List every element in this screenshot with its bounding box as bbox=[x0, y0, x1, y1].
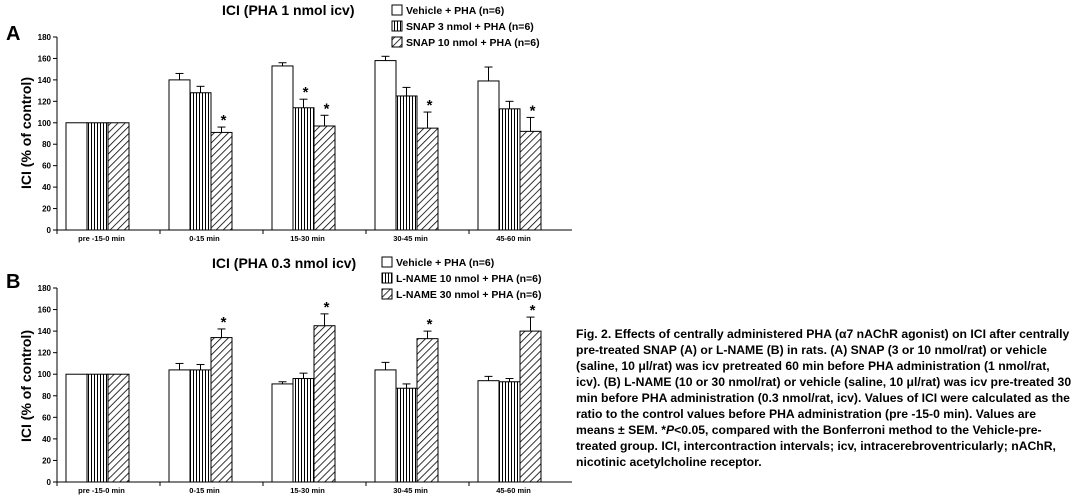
panel-b-bar bbox=[498, 381, 521, 483]
panel-b-bar bbox=[86, 373, 109, 483]
panel-b-bar bbox=[292, 378, 315, 483]
panel-a-bar bbox=[395, 95, 418, 231]
panel-b-legend-label: Vehicle + PHA (n=6) bbox=[396, 257, 494, 269]
panel-b-significance-mark: * bbox=[324, 299, 330, 316]
panel-b-legend: Vehicle + PHA (n=6) L-NAME 10 nmol + PHA … bbox=[381, 256, 541, 301]
panel-b-y-axis-label: ICI (% of control) bbox=[18, 330, 34, 442]
panel-b-x-tick-label: 45-60 min bbox=[496, 486, 531, 495]
panel-b: B ICI (PHA 0.3 nmol icv) ICI (% of contr… bbox=[6, 255, 572, 495]
panel-b-y-tick-label: 100 bbox=[38, 370, 52, 379]
panel-b-x-tick-label: 30-45 min bbox=[393, 486, 428, 495]
panel-a-legend-swatch bbox=[391, 36, 403, 48]
panel-a-legend-label: SNAP 3 nmol + PHA (n=6) bbox=[406, 21, 534, 33]
panel-a-bar bbox=[271, 65, 294, 231]
panel-b-title: ICI (PHA 0.3 nmol icv) bbox=[212, 255, 356, 271]
panel-a-bar bbox=[86, 122, 109, 231]
panel-a-y-tick-label: 20 bbox=[42, 205, 51, 214]
panel-b-bar bbox=[271, 383, 294, 483]
panel-b-y-tick-label: 120 bbox=[38, 349, 52, 358]
panel-a-y-tick-label: 140 bbox=[38, 76, 52, 85]
figure-caption: Fig. 2. Effects of centrally administere… bbox=[576, 326, 1076, 470]
panel-a-title: ICI (PHA 1 nmol icv) bbox=[222, 2, 355, 18]
panel-b-bar bbox=[313, 325, 336, 483]
panel-a-legend-label: SNAP 10 nmol + PHA (n=6) bbox=[406, 37, 540, 49]
panel-a-y-axis-label: ICI (% of control) bbox=[18, 77, 34, 189]
panel-a-bar bbox=[168, 79, 191, 231]
panel-a-legend-swatch bbox=[391, 20, 403, 32]
panel-a-significance-mark: * bbox=[303, 84, 309, 101]
panel-b-bar bbox=[189, 369, 212, 483]
panel-a-significance-mark: * bbox=[427, 97, 433, 114]
caption-part-2: <0.05, compared with the Bonferroni meth… bbox=[576, 423, 1056, 469]
panel-b-y-tick-label: 80 bbox=[42, 392, 51, 401]
panel-b-x-tick-label: 15-30 min bbox=[290, 486, 325, 495]
panel-b-bar bbox=[395, 387, 418, 483]
panel-b-legend-label: L-NAME 10 nmol + PHA (n=6) bbox=[396, 273, 541, 285]
panel-a-legend-label: Vehicle + PHA (n=6) bbox=[406, 5, 504, 17]
panel-a-y-tick-label: 60 bbox=[42, 162, 51, 171]
panel-a-plot: 0 20 40 60 80 100 120 140 160 180 pre -15-0 min 0-1… bbox=[38, 33, 572, 243]
panel-b-legend-swatch bbox=[381, 288, 393, 300]
panel-a-y-tick-label: 80 bbox=[42, 140, 51, 149]
panel-a-y-tick-label: 160 bbox=[38, 54, 52, 63]
panel-a-legend: Vehicle + PHA (n=6) SNAP 3 nmol + PHA (n=… bbox=[391, 4, 540, 49]
panel-b-significance-mark: * bbox=[530, 302, 536, 319]
panel-a-x-tick-label: 45-60 min bbox=[496, 234, 531, 243]
panel-b-y-tick-label: 0 bbox=[47, 478, 52, 487]
panel-b-y-tick-label: 60 bbox=[42, 413, 51, 422]
panel-a-x-tick-label: 15-30 min bbox=[290, 234, 325, 243]
panel-b-bar bbox=[477, 380, 500, 483]
panel-a-bar bbox=[498, 108, 521, 231]
panel-a-significance-mark: * bbox=[221, 112, 227, 129]
panel-b-label: B bbox=[6, 271, 20, 293]
panel-a-bar bbox=[210, 131, 233, 231]
panel-a-legend-swatch bbox=[391, 4, 403, 16]
panel-b-bar bbox=[519, 330, 542, 483]
panel-a-bar bbox=[292, 107, 315, 231]
panel-a-significance-mark: * bbox=[324, 100, 330, 117]
panel-a-x-tick-label: 0-15 min bbox=[189, 234, 220, 243]
panel-b-bar bbox=[374, 369, 397, 483]
panel-a-bar bbox=[477, 80, 500, 231]
panel-a-bar bbox=[519, 130, 542, 231]
panel-a-y-tick-label: 0 bbox=[47, 226, 52, 235]
panel-a-bar bbox=[416, 127, 439, 231]
panel-b-x-tick-label: pre -15-0 min bbox=[78, 486, 125, 495]
panel-a-x-tick-label: 30-45 min bbox=[393, 234, 428, 243]
panel-a-x-tick-label: pre -15-0 min bbox=[78, 234, 125, 243]
panel-b-y-tick-label: 140 bbox=[38, 327, 52, 336]
panel-a-bar bbox=[107, 122, 130, 231]
caption-text: Fig. 2. Effects of centrally administere… bbox=[576, 326, 1076, 470]
panel-b-significance-mark: * bbox=[427, 316, 433, 333]
panel-b-y-tick-label: 40 bbox=[42, 435, 51, 444]
panel-b-bar bbox=[107, 373, 130, 483]
panel-a-y-tick-label: 180 bbox=[38, 33, 52, 42]
panel-b-legend-label: L-NAME 30 nmol + PHA (n=6) bbox=[396, 289, 541, 301]
panel-b-y-tick-label: 20 bbox=[42, 456, 51, 465]
caption-p-italic: P bbox=[666, 423, 675, 437]
panel-a: A ICI (PHA 1 nmol icv) ICI (% of control… bbox=[6, 2, 572, 243]
panel-b-legend-swatch bbox=[381, 272, 393, 284]
panel-a-bar bbox=[313, 125, 336, 231]
panel-b-y-tick-label: 160 bbox=[38, 306, 52, 315]
panel-a-y-tick-label: 100 bbox=[38, 119, 52, 128]
panel-a-y-tick-label: 120 bbox=[38, 97, 52, 106]
panel-b-plot: 0 20 40 60 80 100 120 140 160 180 pre -15-0 min 0-1… bbox=[38, 284, 572, 495]
panel-b-significance-mark: * bbox=[221, 314, 227, 331]
panel-b-bar bbox=[210, 337, 233, 483]
panel-a-bar bbox=[189, 92, 212, 231]
panel-a-significance-mark: * bbox=[530, 102, 536, 119]
panel-b-x-tick-label: 0-15 min bbox=[189, 486, 220, 495]
panel-b-y-tick-label: 180 bbox=[38, 284, 52, 293]
panel-b-legend-swatch bbox=[381, 256, 393, 268]
panel-b-bar bbox=[168, 369, 191, 483]
caption-part-1: Fig. 2. Effects of centrally administere… bbox=[576, 327, 1072, 437]
panel-b-bar bbox=[65, 373, 88, 483]
panel-a-bar bbox=[65, 122, 88, 231]
panel-a-bar bbox=[374, 60, 397, 231]
panel-a-y-tick-label: 40 bbox=[42, 183, 51, 192]
panel-b-bar bbox=[416, 338, 439, 483]
panel-a-label: A bbox=[6, 23, 20, 45]
